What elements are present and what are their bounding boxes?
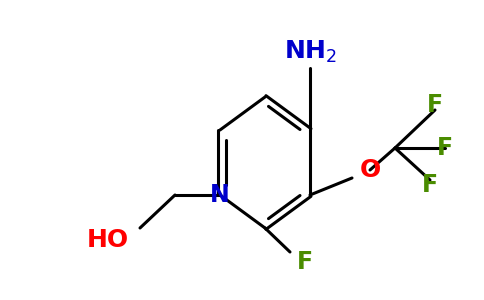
Text: F: F <box>427 93 443 117</box>
Text: N: N <box>210 183 230 207</box>
Text: O: O <box>360 158 380 182</box>
Text: HO: HO <box>87 228 129 252</box>
Text: NH$_2$: NH$_2$ <box>284 39 336 65</box>
Text: F: F <box>422 173 438 197</box>
Text: F: F <box>437 136 453 160</box>
Text: F: F <box>297 250 313 274</box>
